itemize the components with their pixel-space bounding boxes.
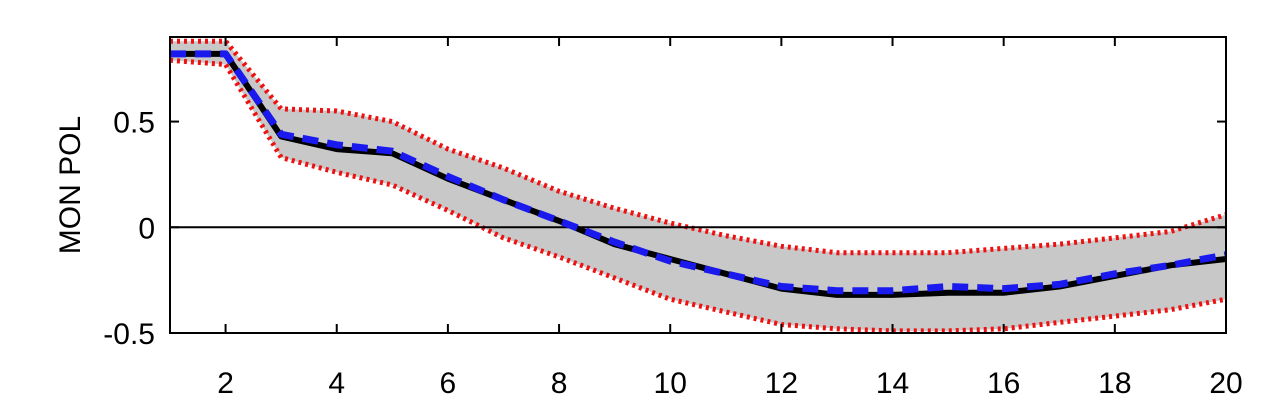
plot-frame bbox=[169, 36, 1227, 334]
x-axis: 2 4 6 8 10 12 14 16 18 20 bbox=[217, 37, 1243, 400]
series-layer bbox=[170, 50, 1227, 298]
y-tick-label: 0 bbox=[138, 212, 155, 245]
y-tick-label: -0.5 bbox=[103, 318, 155, 351]
x-tick-label: 8 bbox=[551, 367, 568, 400]
x-tick-label: 12 bbox=[765, 367, 798, 400]
y-axis: -0.5 0 0.5 bbox=[103, 107, 1226, 351]
x-tick-label: 10 bbox=[654, 367, 687, 400]
x-tick-label: 16 bbox=[987, 367, 1020, 400]
x-tick-label: 20 bbox=[1209, 367, 1242, 400]
x-tick-label: 2 bbox=[217, 367, 234, 400]
band-fill bbox=[170, 41, 1226, 331]
series-line-1 bbox=[170, 50, 1227, 298]
band-lower-edge bbox=[169, 57, 1227, 334]
x-tick-label: 4 bbox=[328, 367, 345, 400]
x-tick-label: 6 bbox=[440, 367, 457, 400]
x-tick-label: 18 bbox=[1098, 367, 1131, 400]
confidence-band bbox=[169, 38, 1227, 334]
y-axis-label: MON POL bbox=[54, 116, 87, 254]
x-tick-label: 14 bbox=[876, 367, 909, 400]
y-tick-label: 0.5 bbox=[113, 107, 155, 140]
